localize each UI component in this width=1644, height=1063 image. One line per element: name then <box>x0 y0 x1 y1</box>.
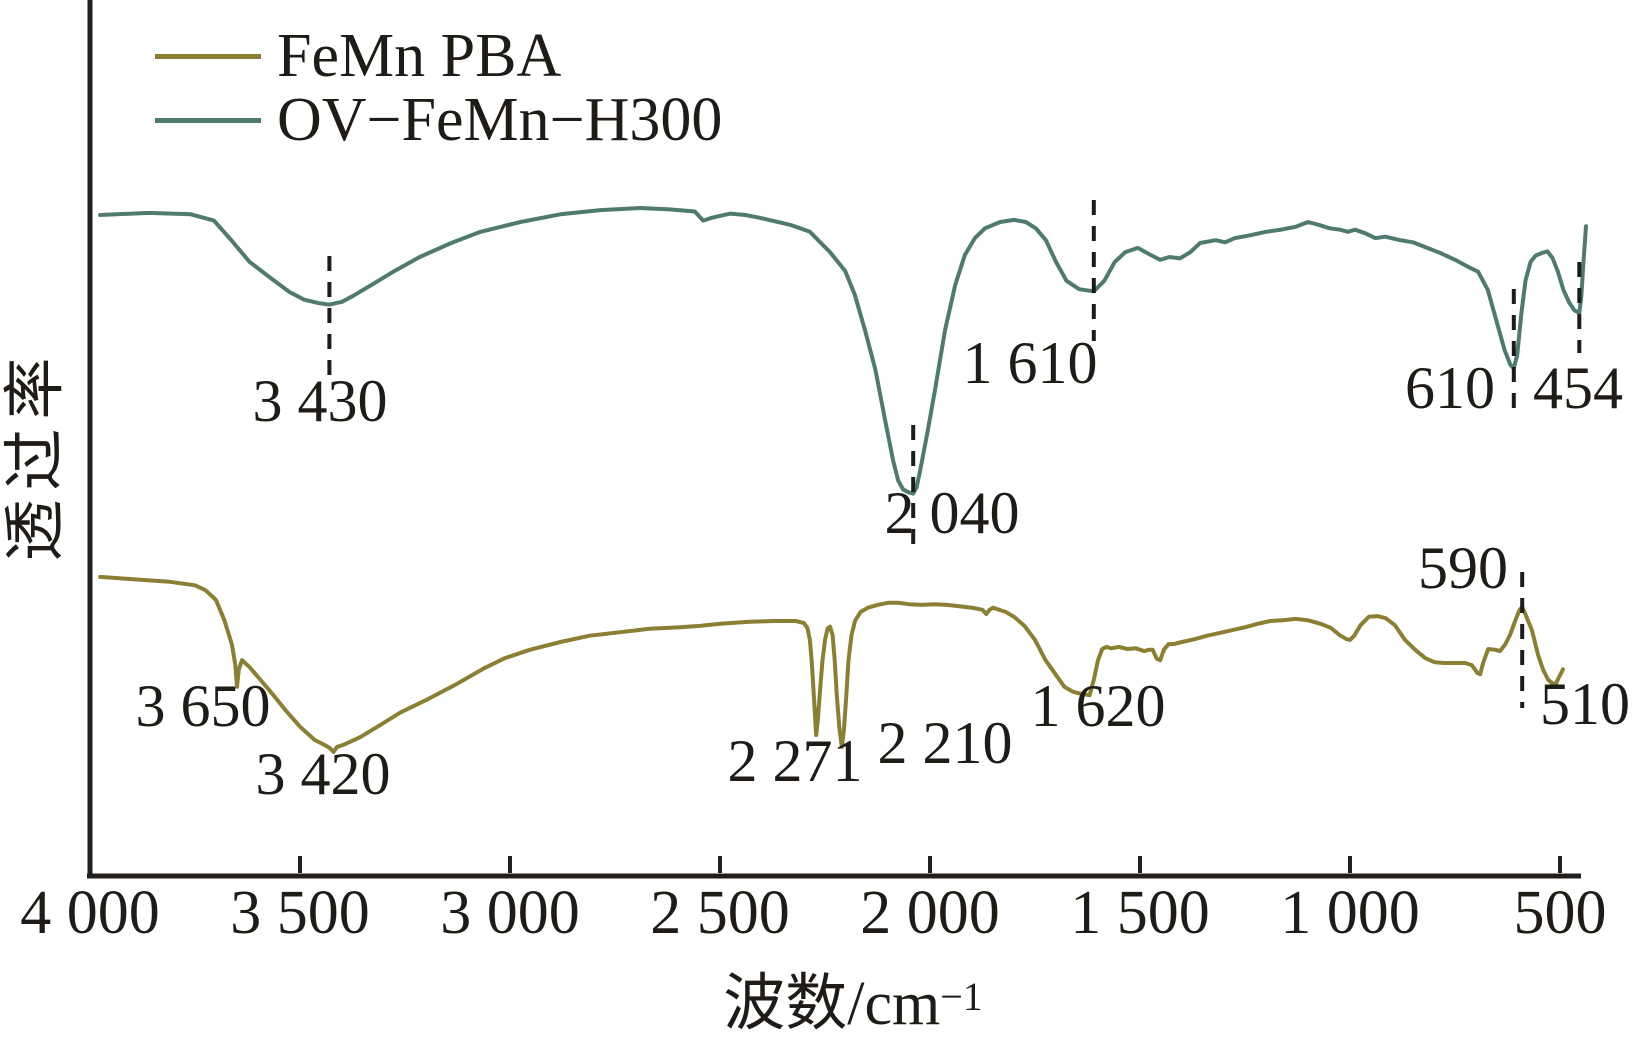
peak-label-510: 510 <box>1540 671 1630 737</box>
legend-item-ov-femn-h300: OV−FeMn−H300 <box>155 88 722 152</box>
peak-label-1-620: 1 620 <box>1030 673 1166 739</box>
x-axis-title-exponent: −1 <box>940 974 983 1019</box>
x-tick-label-2-500: 2 500 <box>650 879 790 947</box>
peak-label-610: 610 <box>1405 355 1495 421</box>
x-axis-title: 波数/cm−1 <box>723 973 983 1035</box>
x-tick-label-3-000: 3 000 <box>440 879 580 947</box>
x-tick-label-1-000: 1 000 <box>1280 879 1420 947</box>
peak-label-3-430: 3 430 <box>252 368 388 434</box>
peak-label-590: 590 <box>1418 535 1508 601</box>
legend-label: FeMn PBA <box>277 22 562 90</box>
x-tick-label-3-500: 3 500 <box>230 879 370 947</box>
peak-label-2-210: 2 210 <box>877 710 1013 776</box>
x-tick-label-1-500: 1 500 <box>1070 879 1210 947</box>
legend-label: OV−FeMn−H300 <box>277 86 723 154</box>
peak-label-2-040: 2 040 <box>884 480 1020 546</box>
legend: FeMn PBA OV−FeMn−H300 <box>155 24 722 152</box>
peak-label-1-610: 1 610 <box>962 330 1098 396</box>
peak-label-3-650: 3 650 <box>135 673 271 739</box>
x-axis-title-base: 波数/cm <box>723 970 941 1038</box>
x-tick-label-500: 500 <box>1513 879 1607 947</box>
legend-line-swatch <box>155 53 261 59</box>
legend-item-femn-pba: FeMn PBA <box>155 24 722 88</box>
x-tick-label-2-000: 2 000 <box>860 879 1000 947</box>
curve-femn-pba <box>98 574 1565 754</box>
x-tick-label-4-000: 4 000 <box>20 879 160 947</box>
peak-label-454: 454 <box>1533 355 1623 421</box>
curve-ov-femn-h300 <box>98 206 1588 496</box>
legend-line-swatch <box>155 117 261 123</box>
peak-label-2-271: 2 271 <box>727 728 863 794</box>
y-axis-title: 透过率 <box>2 348 70 562</box>
peak-label-3-420: 3 420 <box>255 741 391 807</box>
